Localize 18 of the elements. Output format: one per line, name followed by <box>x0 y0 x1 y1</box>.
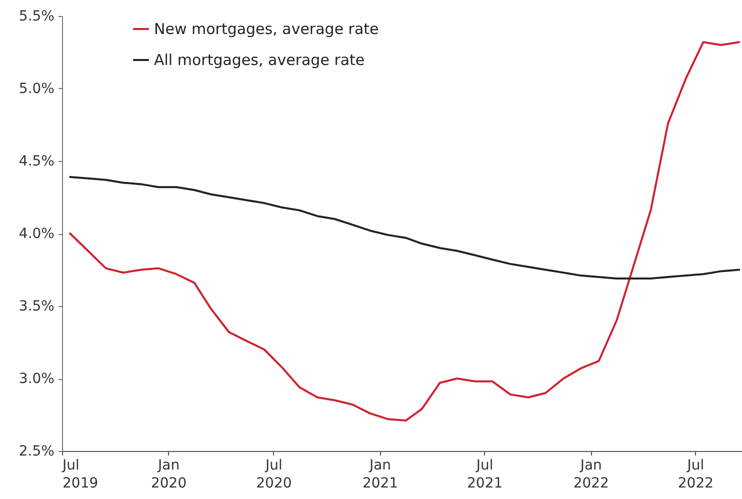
legend-label: New mortgages, average rate <box>154 20 379 38</box>
line-series <box>69 176 740 280</box>
y-tick-label: 5.5% <box>18 8 54 24</box>
y-tick-label: 3.0% <box>18 371 54 387</box>
y-tick-label: 4.5% <box>18 154 54 170</box>
x-tick-label: Jan 2022 <box>573 458 609 492</box>
x-tick-label: Jan 2020 <box>150 458 187 492</box>
x-tick-label: Jul 2021 <box>467 458 503 492</box>
x-tick-label: Jul 2022 <box>678 458 714 492</box>
y-tick-label: 2.5% <box>18 444 54 460</box>
y-tick-label: 4.0% <box>18 226 54 242</box>
x-tick-label: Jan 2021 <box>362 458 398 492</box>
line-series <box>69 41 740 422</box>
y-tick-label: 5.0% <box>18 81 54 97</box>
legend-label: All mortgages, average rate <box>154 51 365 69</box>
y-tick-label: 3.5% <box>18 298 54 314</box>
x-tick-label: Jul 2020 <box>256 458 292 492</box>
x-tick-label: Jul 2019 <box>62 458 98 492</box>
